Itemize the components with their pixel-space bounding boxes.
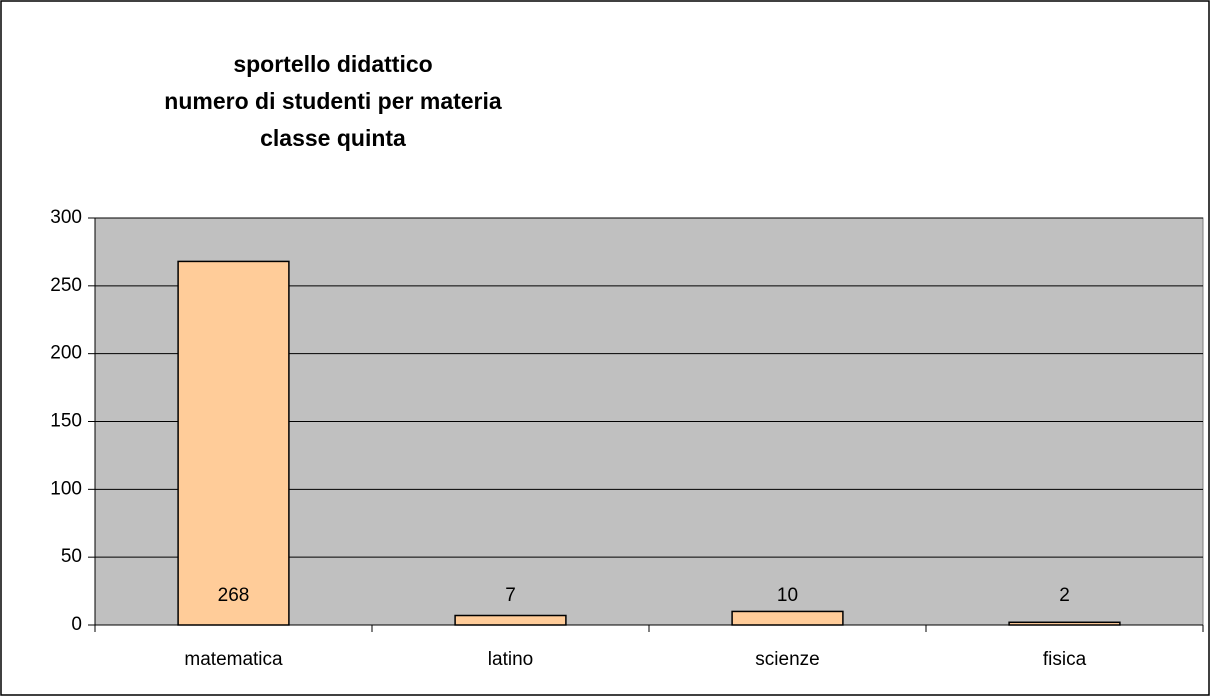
y-tick-label: 250	[50, 275, 82, 296]
y-tick-label: 0	[71, 614, 82, 635]
y-tick-label: 200	[50, 343, 82, 364]
y-tick-label: 300	[50, 207, 82, 228]
y-tick-label: 150	[50, 411, 82, 432]
x-tick-label: latino	[488, 649, 533, 670]
y-tick-label: 100	[50, 478, 82, 499]
x-tick-label: matematica	[184, 649, 283, 670]
chart-title: classe quinta	[260, 125, 406, 151]
bar	[177, 260, 290, 626]
x-tick-label: fisica	[1043, 649, 1087, 670]
data-label: 268	[218, 585, 250, 606]
chart-title: sportello didattico	[233, 51, 432, 77]
bar	[454, 614, 567, 626]
data-label: 10	[777, 585, 798, 606]
bar	[731, 610, 844, 626]
x-tick-label: scienze	[755, 649, 819, 670]
data-label: 7	[505, 585, 516, 606]
y-tick-label: 50	[61, 546, 82, 567]
bar	[1008, 621, 1121, 626]
chart-title: numero di studenti per materia	[164, 88, 502, 114]
data-label: 2	[1059, 585, 1070, 606]
